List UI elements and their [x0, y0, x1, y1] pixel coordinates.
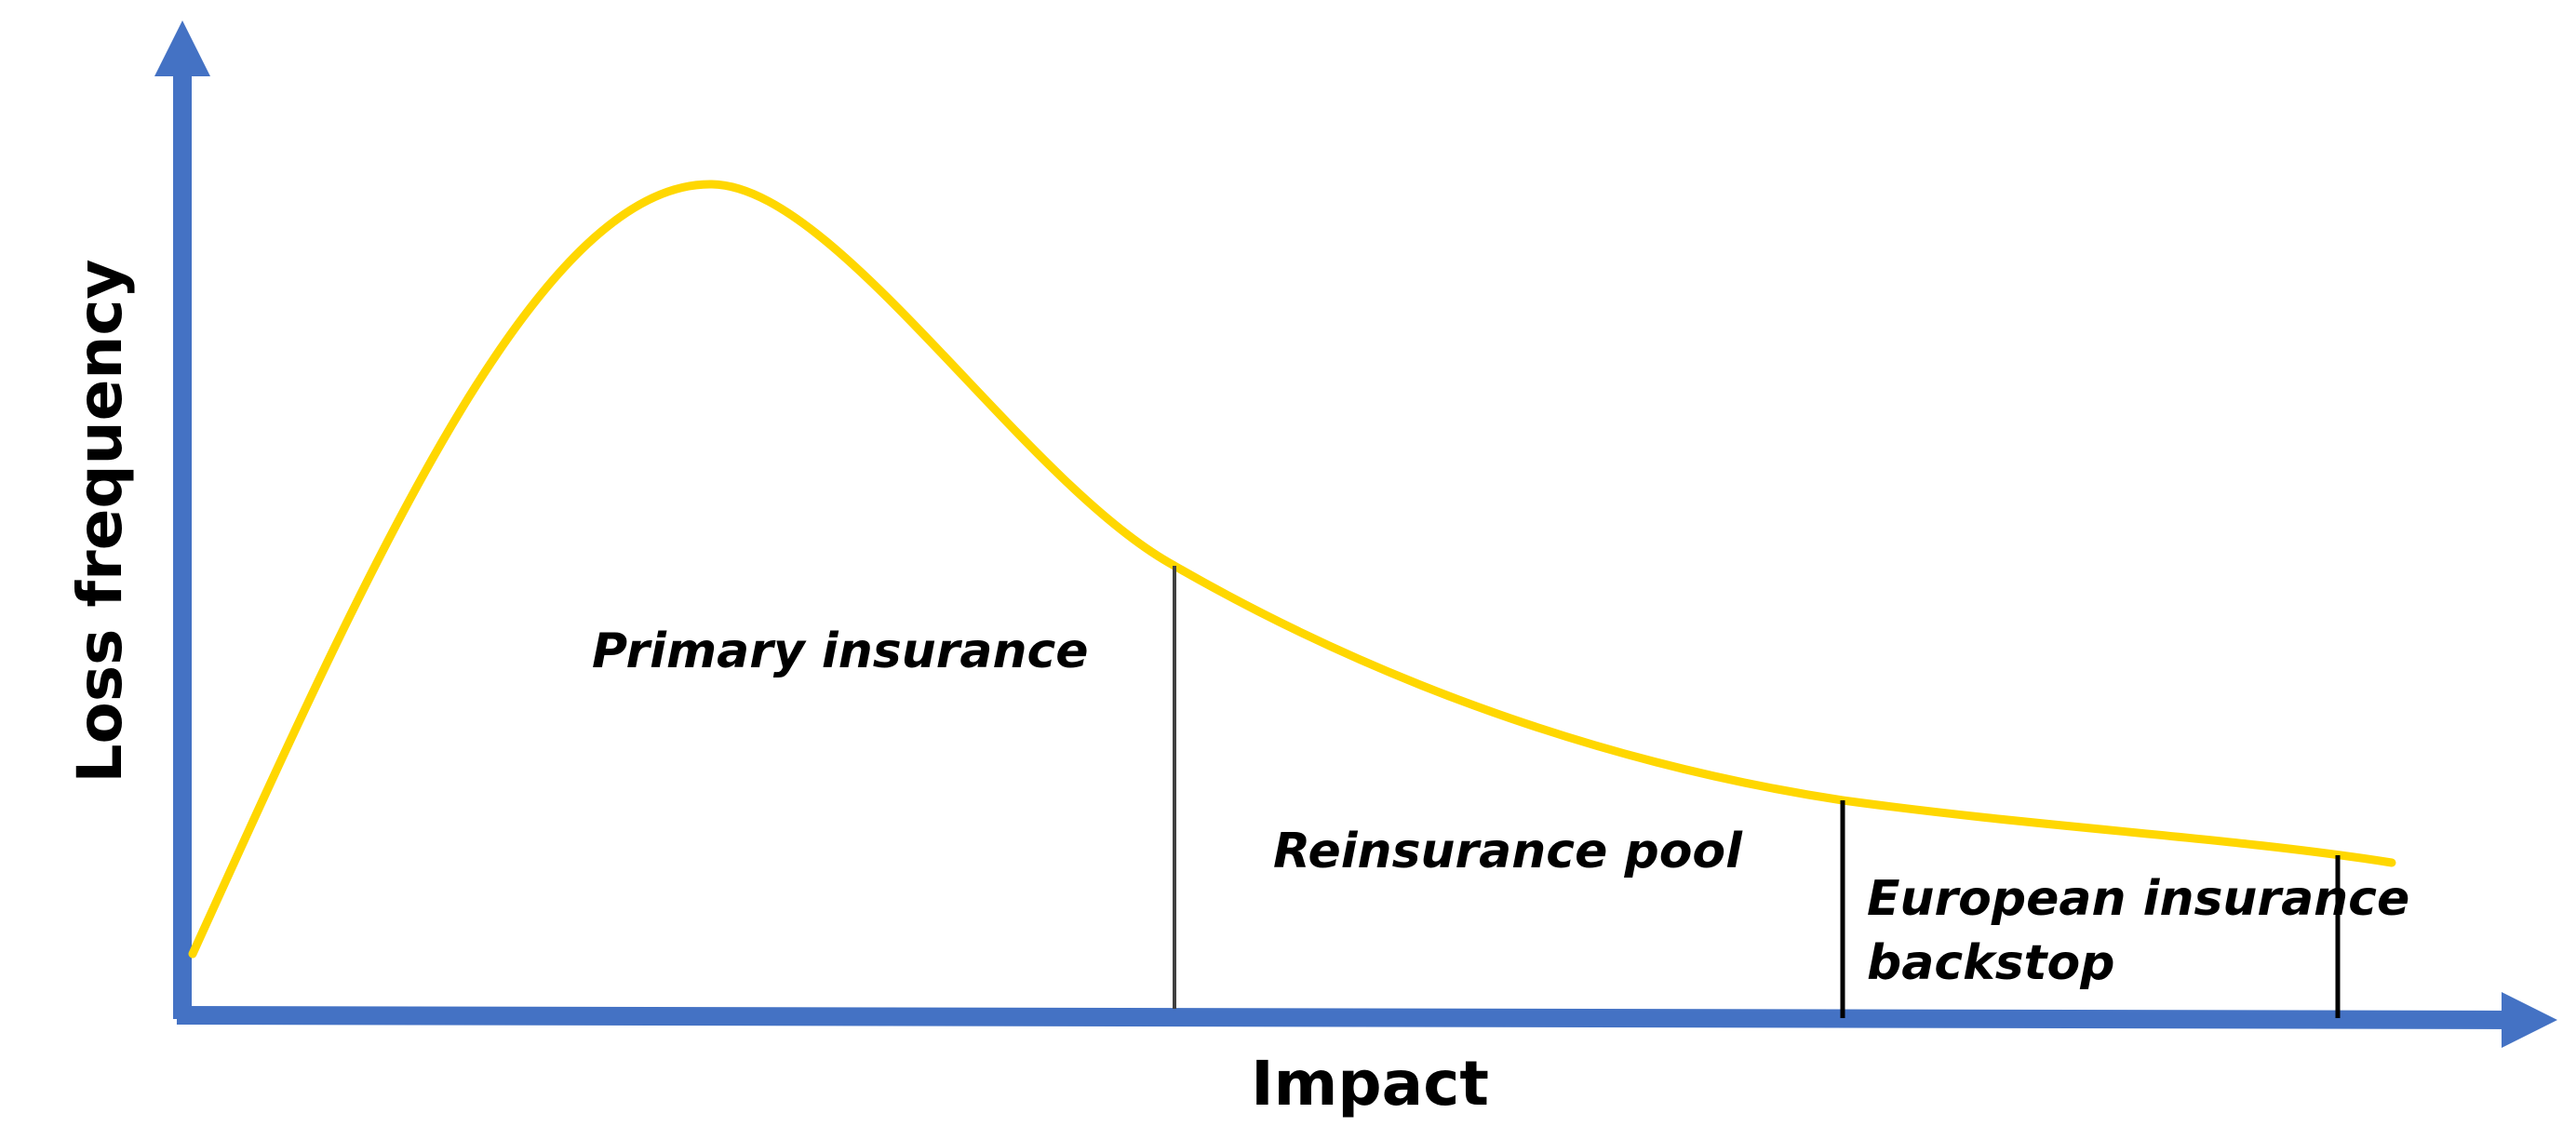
y-axis-arrowhead — [154, 20, 210, 76]
x-axis-arrowhead — [2502, 992, 2557, 1048]
reinsurance-pool-label: Reinsurance pool — [1273, 824, 1743, 879]
backstop-label-line2: backstop — [1867, 935, 2114, 991]
loss-distribution-curve — [188, 180, 2396, 959]
primary-insurance-label: Primary insurance — [592, 624, 1089, 679]
backstop-label-line1: European insurance — [1867, 871, 2409, 927]
x-axis-title: Impact — [1251, 1048, 1489, 1120]
x-axis-line — [176, 1006, 2514, 1029]
y-axis-title: Loss frequency — [64, 259, 136, 783]
